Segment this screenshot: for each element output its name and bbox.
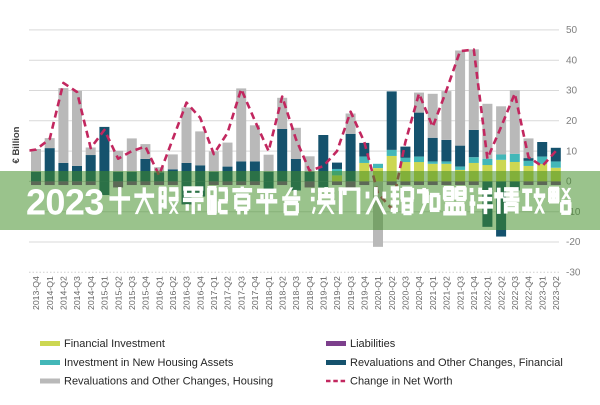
svg-text:€ Billion: € Billion	[11, 126, 22, 163]
svg-text:2019-Q4: 2019-Q4	[360, 276, 370, 310]
svg-text:2015-Q3: 2015-Q3	[127, 276, 137, 310]
svg-text:2022-Q1: 2022-Q1	[483, 276, 493, 310]
svg-text:-30: -30	[566, 268, 581, 279]
svg-text:Investment in New Housing Asse: Investment in New Housing Assets	[64, 357, 234, 369]
svg-text:2020-Q2: 2020-Q2	[387, 276, 397, 310]
svg-text:2019-Q2: 2019-Q2	[332, 276, 342, 310]
svg-text:Revaluations and Other Changes: Revaluations and Other Changes, Housing	[64, 376, 273, 388]
svg-text:2016-Q3: 2016-Q3	[182, 276, 192, 310]
svg-text:2016-Q2: 2016-Q2	[168, 276, 178, 310]
svg-text:2021-Q3: 2021-Q3	[455, 276, 465, 310]
svg-text:2022-Q4: 2022-Q4	[524, 276, 534, 310]
svg-text:2017-Q2: 2017-Q2	[223, 276, 233, 310]
svg-text:2015-Q2: 2015-Q2	[113, 276, 123, 310]
svg-text:2020-Q4: 2020-Q4	[414, 276, 424, 310]
svg-text:2014-Q4: 2014-Q4	[86, 276, 96, 310]
svg-text:2019-Q1: 2019-Q1	[319, 276, 329, 310]
svg-text:2016-Q1: 2016-Q1	[154, 276, 164, 310]
svg-text:2016-Q4: 2016-Q4	[195, 276, 205, 310]
svg-text:2020-Q3: 2020-Q3	[401, 276, 411, 310]
svg-text:2018-Q3: 2018-Q3	[291, 276, 301, 310]
svg-text:Financial Investment: Financial Investment	[64, 338, 165, 350]
svg-text:2018-Q4: 2018-Q4	[305, 276, 315, 310]
svg-text:Liabilities: Liabilities	[350, 338, 396, 350]
svg-text:20: 20	[566, 116, 578, 127]
svg-text:2018-Q2: 2018-Q2	[277, 276, 287, 310]
svg-text:2023: 2023	[26, 182, 104, 223]
svg-text:2021-Q1: 2021-Q1	[428, 276, 438, 310]
svg-text:2022-Q3: 2022-Q3	[510, 276, 520, 310]
svg-text:2017-Q3: 2017-Q3	[236, 276, 246, 310]
svg-text:2023-Q1: 2023-Q1	[537, 276, 547, 310]
svg-text:Revaluations and Other Changes: Revaluations and Other Changes, Financia…	[350, 357, 563, 369]
svg-text:2020-Q1: 2020-Q1	[373, 276, 383, 310]
svg-text:10: 10	[566, 146, 578, 157]
svg-text:2013-Q4: 2013-Q4	[31, 276, 41, 310]
svg-text:2014-Q2: 2014-Q2	[59, 276, 69, 310]
svg-text:2015-Q1: 2015-Q1	[100, 276, 110, 310]
svg-text:2023-Q2: 2023-Q2	[551, 276, 561, 310]
svg-text:2017-Q1: 2017-Q1	[209, 276, 219, 310]
svg-text:30: 30	[566, 86, 578, 97]
svg-text:2021-Q4: 2021-Q4	[469, 276, 479, 310]
svg-text:2015-Q4: 2015-Q4	[141, 276, 151, 310]
svg-text:2018-Q1: 2018-Q1	[264, 276, 274, 310]
svg-text:2017-Q4: 2017-Q4	[250, 276, 260, 310]
svg-text:2014-Q1: 2014-Q1	[45, 276, 55, 310]
svg-text:-20: -20	[566, 237, 581, 248]
svg-text:40: 40	[566, 55, 578, 66]
svg-text:2014-Q3: 2014-Q3	[72, 276, 82, 310]
svg-text:Change in Net Worth: Change in Net Worth	[350, 376, 453, 388]
svg-text:2021-Q2: 2021-Q2	[442, 276, 452, 310]
svg-text:2022-Q2: 2022-Q2	[496, 276, 506, 310]
svg-text:50: 50	[566, 25, 578, 36]
svg-text:2019-Q3: 2019-Q3	[346, 276, 356, 310]
